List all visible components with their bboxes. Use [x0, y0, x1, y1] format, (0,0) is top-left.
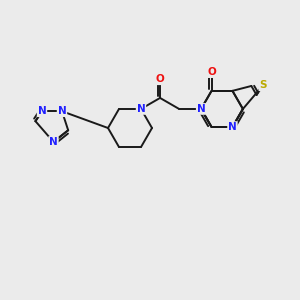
Text: O: O — [156, 74, 164, 84]
Text: N: N — [136, 104, 146, 114]
Text: N: N — [49, 137, 58, 147]
Text: S: S — [259, 80, 267, 90]
Text: N: N — [228, 122, 237, 132]
Text: O: O — [207, 67, 216, 77]
Text: N: N — [197, 104, 206, 114]
Text: N: N — [58, 106, 66, 116]
Text: N: N — [38, 106, 46, 116]
